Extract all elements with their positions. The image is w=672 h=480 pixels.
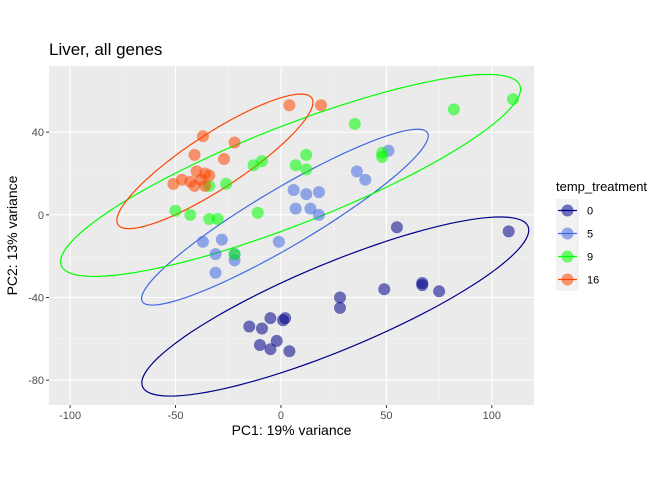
- point-temp-5: [287, 184, 300, 197]
- point-temp-0: [433, 285, 446, 298]
- point-temp-0: [283, 345, 296, 358]
- x-tick-label: -50: [168, 410, 184, 422]
- minor-gridlines: [49, 66, 534, 405]
- ellipse-temp-5: [140, 128, 429, 306]
- point-temp-16: [167, 177, 180, 190]
- point-temp-9: [447, 103, 460, 116]
- x-tick-label: 0: [278, 410, 284, 422]
- legend-key-point: [561, 204, 574, 217]
- point-temp-16: [218, 153, 231, 166]
- point-temp-0: [264, 343, 277, 356]
- point-temp-5: [196, 235, 209, 248]
- ellipse-temp-16: [116, 93, 314, 230]
- legend-key-point: [561, 273, 574, 286]
- y-axis-title: PC2: 13% variance: [4, 175, 20, 295]
- chart-title: Liver, all genes: [49, 40, 162, 59]
- y-tick-label: 0: [38, 210, 44, 222]
- point-temp-16: [199, 179, 212, 192]
- point-temp-9: [220, 177, 233, 190]
- point-temp-0: [255, 322, 268, 335]
- point-temp-9: [203, 212, 216, 225]
- point-temp-9: [211, 212, 224, 225]
- point-temp-16: [228, 136, 241, 149]
- ellipse-temp-9: [59, 73, 522, 278]
- point-temp-5: [312, 208, 325, 221]
- point-temp-5: [215, 233, 228, 246]
- point-temp-9: [184, 208, 197, 221]
- y-tick-label: -80: [28, 375, 44, 387]
- point-temp-9: [251, 206, 264, 219]
- major-gridlines: [49, 66, 534, 405]
- point-temp-9: [506, 93, 519, 106]
- point-temp-0: [390, 221, 403, 234]
- legend-label-9: 9: [587, 252, 593, 264]
- data-points: [167, 93, 519, 358]
- point-temp-0: [270, 334, 283, 347]
- point-temp-9: [289, 159, 302, 172]
- point-temp-0: [277, 314, 290, 327]
- point-temp-16: [283, 99, 296, 112]
- point-temp-5: [359, 173, 372, 186]
- point-temp-5: [312, 186, 325, 199]
- point-temp-0: [334, 301, 346, 314]
- point-temp-0: [416, 277, 429, 290]
- legend-items: 0 5 9 16: [556, 199, 599, 291]
- ellipse-temp-0: [141, 216, 530, 397]
- legend-key-point: [561, 250, 574, 263]
- x-tick-label: 50: [380, 410, 392, 422]
- legend: temp_treatment 0 5 9 16: [556, 179, 647, 291]
- point-temp-0: [243, 320, 256, 333]
- x-tick-label: -100: [59, 410, 81, 422]
- point-temp-5: [300, 188, 313, 201]
- legend-key-point: [561, 227, 574, 240]
- y-tick-label: 40: [32, 127, 44, 139]
- y-axis-ticks: -80 -40 0 40: [28, 127, 49, 387]
- point-temp-5: [304, 202, 317, 215]
- point-temp-5: [209, 266, 222, 279]
- point-temp-5: [289, 202, 302, 215]
- x-tick-label: 100: [483, 410, 501, 422]
- point-temp-16: [188, 179, 201, 192]
- point-temp-5: [272, 235, 285, 248]
- point-temp-16: [315, 99, 328, 112]
- point-temp-0: [502, 225, 515, 238]
- y-tick-label: -40: [28, 293, 44, 305]
- point-temp-16: [196, 130, 209, 143]
- point-temp-0: [334, 291, 346, 304]
- point-temp-0: [253, 339, 266, 352]
- confidence-ellipses: [59, 73, 530, 397]
- point-temp-9: [348, 117, 361, 130]
- legend-label-0: 0: [587, 206, 593, 218]
- x-axis-ticks: -100 -50 0 50 100: [59, 405, 501, 422]
- legend-label-16: 16: [587, 275, 599, 287]
- point-temp-9: [300, 163, 313, 176]
- point-temp-9: [300, 148, 313, 161]
- point-temp-0: [378, 283, 391, 296]
- point-temp-0: [264, 312, 277, 325]
- point-temp-5: [209, 248, 222, 261]
- point-temp-9: [247, 159, 260, 172]
- x-axis-title: PC1: 19% variance: [232, 422, 352, 438]
- point-temp-9: [376, 150, 389, 163]
- point-temp-16: [188, 148, 201, 161]
- point-temp-9: [169, 204, 182, 217]
- legend-label-5: 5: [587, 229, 593, 241]
- point-temp-5: [350, 165, 363, 178]
- legend-title: temp_treatment: [556, 179, 647, 194]
- point-temp-9: [228, 248, 241, 261]
